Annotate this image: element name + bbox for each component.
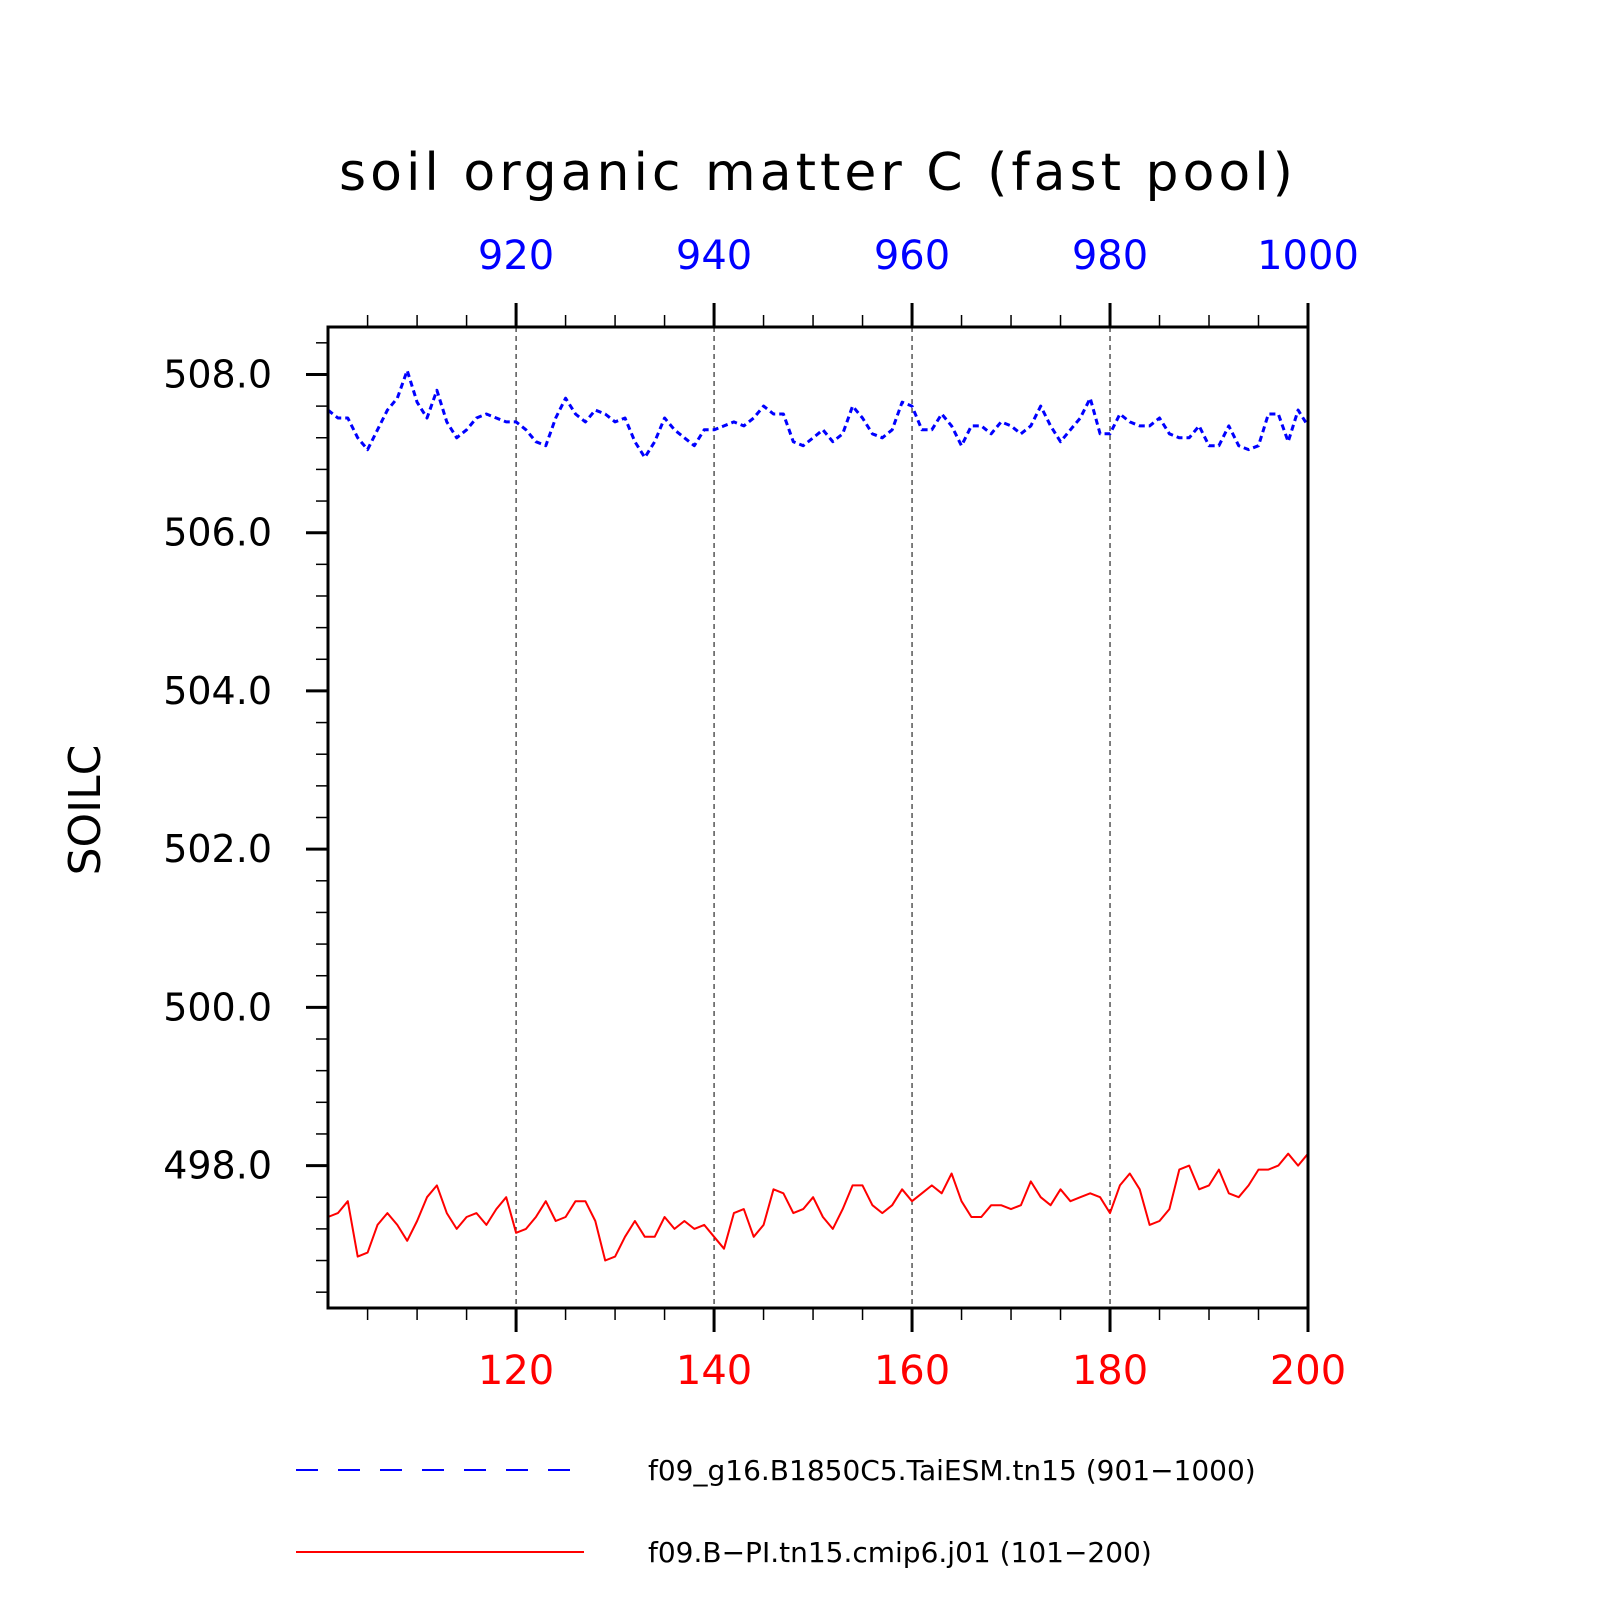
x-bottom-tick-label: 180	[1072, 1348, 1148, 1394]
y-tick-label: 506.0	[163, 511, 272, 555]
legend-label: f09.B−PI.tn15.cmip6.j01 (101−200)	[648, 1536, 1152, 1569]
y-axis-label: SOILC	[60, 745, 111, 876]
y-tick-label: 498.0	[163, 1144, 272, 1188]
legend: f09_g16.B1850C5.TaiESM.tn15 (901−1000) f0…	[296, 1454, 1256, 1569]
x-top-tick-label: 960	[874, 233, 950, 279]
y-tick-label: 502.0	[163, 827, 272, 871]
y-tick-labels: 498.0 500.0 502.0 504.0 506.0 508.0	[163, 352, 272, 1187]
legend-label: f09_g16.B1850C5.TaiESM.tn15 (901−1000)	[648, 1454, 1256, 1487]
x-top-tick-labels: 920 940 960 980 1000	[478, 233, 1359, 279]
series-line-bottom	[327, 1152, 1309, 1262]
x-bottom-tick-label: 120	[478, 1348, 554, 1394]
chart-title: soil organic matter C (fast pool)	[339, 143, 1297, 203]
plot-frame	[326, 325, 1310, 1310]
x-top-tick-label: 980	[1072, 233, 1148, 279]
y-tick-label: 508.0	[163, 352, 272, 396]
x-top-tick-label: 1000	[1257, 233, 1359, 279]
y-tick-label: 504.0	[163, 669, 272, 713]
x-bottom-tick-label: 200	[1270, 1348, 1346, 1394]
x-bottom-tick-labels: 120 140 160 180 200	[478, 1348, 1346, 1394]
x-top-tick-label: 920	[478, 233, 554, 279]
x-bottom-tick-label: 140	[676, 1348, 752, 1394]
x-top-tick-label: 940	[676, 233, 752, 279]
series-lines	[327, 369, 1310, 1262]
x-bottom-tick-label: 160	[874, 1348, 950, 1394]
series-line-top	[327, 369, 1310, 459]
y-tick-label: 500.0	[163, 985, 272, 1029]
x-gridlines	[515, 327, 1111, 1308]
axis-ticks	[306, 303, 1310, 1332]
